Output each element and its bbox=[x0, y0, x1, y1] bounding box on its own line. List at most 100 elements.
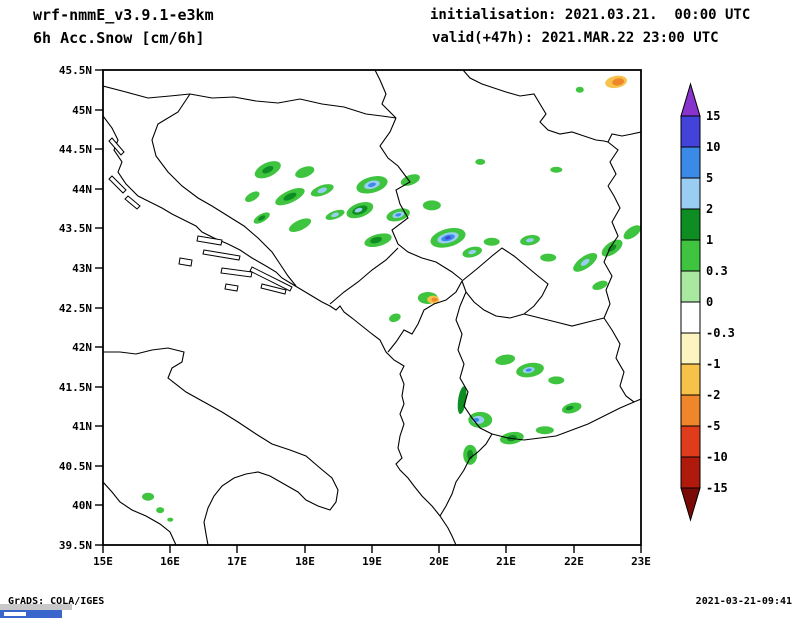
lat-tick-label: 42.5N bbox=[59, 302, 92, 315]
colorbar-label: 0 bbox=[706, 295, 713, 309]
snow-patch bbox=[142, 492, 155, 501]
colorbar bbox=[680, 82, 701, 522]
colorbar-label: -1 bbox=[706, 357, 720, 371]
colorbar-segment bbox=[680, 270, 701, 303]
lat-tick-label: 40N bbox=[72, 499, 92, 512]
lon-tick-label: 16E bbox=[160, 555, 180, 568]
snow-patch bbox=[295, 166, 315, 178]
colorbar-segment bbox=[680, 425, 701, 458]
init-time-label: initialisation: 2021.03.21. 00:00 UTC bbox=[430, 7, 751, 23]
lon-tick-label: 19E bbox=[362, 555, 382, 568]
snow-patch bbox=[475, 158, 486, 165]
colorbar-segment bbox=[680, 332, 701, 365]
snow-patch bbox=[526, 238, 534, 243]
grads-credit: GrADS: COLA/IGES bbox=[8, 596, 105, 607]
snow-patch bbox=[495, 354, 516, 365]
colorbar-segment bbox=[680, 394, 701, 427]
island bbox=[108, 137, 125, 156]
coastline-adriatic-east bbox=[103, 115, 457, 545]
lat-tick-label: 39.5N bbox=[59, 539, 92, 552]
snow-patch bbox=[283, 192, 297, 201]
snow-patch bbox=[245, 191, 260, 202]
island bbox=[260, 283, 287, 295]
colorbar-label: -15 bbox=[706, 481, 728, 495]
snow-patch bbox=[288, 218, 312, 232]
lon-tick-label: 17E bbox=[227, 555, 247, 568]
snow-patch bbox=[370, 236, 382, 244]
lat-tick-label: 40.5N bbox=[59, 460, 92, 473]
snow-patch bbox=[580, 258, 590, 266]
snow-patch bbox=[525, 368, 532, 372]
island bbox=[108, 175, 127, 194]
snow-patch bbox=[535, 426, 554, 435]
border-banat bbox=[462, 70, 609, 143]
coastlines bbox=[103, 115, 457, 545]
plot-frame bbox=[102, 69, 642, 546]
border-kosovo bbox=[461, 247, 549, 319]
lat-tick-label: 41.5N bbox=[59, 381, 92, 394]
valid-time-label: valid(+47h): 2021.MAR.22 23:00 UTC bbox=[432, 30, 719, 46]
border-montenegro-albania bbox=[387, 280, 463, 353]
lat-tick-labels: 45.5N 45N 44.5N 44N 43.5N 43N 42.5N 42N … bbox=[59, 64, 92, 552]
colorbar-label: 0.3 bbox=[706, 264, 728, 278]
snow-patch bbox=[550, 166, 563, 173]
colorbar-label: 15 bbox=[706, 109, 720, 123]
snow-patch bbox=[540, 253, 557, 262]
snow-patch bbox=[612, 78, 625, 86]
border-serbia-macedonia bbox=[523, 313, 605, 327]
snow-patch bbox=[623, 225, 641, 240]
snow-patch bbox=[156, 507, 165, 514]
border-una-croatia-bosnia bbox=[151, 93, 297, 287]
snow-patch bbox=[422, 200, 441, 211]
lat-tick-label: 45.5N bbox=[59, 64, 92, 77]
lon-tick-label: 21E bbox=[496, 555, 516, 568]
border-bosnia-montenegro bbox=[329, 247, 399, 305]
colorbar-segments bbox=[680, 115, 701, 489]
border-albania-east bbox=[439, 291, 493, 517]
colorbar-arrow-up bbox=[680, 82, 701, 117]
colorbar-segment bbox=[680, 115, 701, 148]
border-serbia-bulgaria bbox=[603, 185, 621, 319]
snow-patch bbox=[389, 313, 401, 323]
taskbar-fragment bbox=[0, 610, 62, 618]
taskbar-fragment-glyph bbox=[4, 612, 26, 616]
lon-tick-label: 22E bbox=[564, 555, 584, 568]
lat-tick-label: 45N bbox=[72, 104, 92, 117]
lat-tick-label: 44N bbox=[72, 183, 92, 196]
coastline-italy-adriatic bbox=[103, 347, 339, 545]
border-sava-north bbox=[103, 85, 397, 119]
peljesac-peninsula bbox=[249, 266, 293, 292]
snow-patch bbox=[317, 187, 328, 194]
colorbar-label: 10 bbox=[706, 140, 720, 154]
lon-tick-label: 15E bbox=[93, 555, 113, 568]
lon-ticks bbox=[102, 545, 642, 553]
border-danube-serbia-romania bbox=[607, 131, 641, 187]
field-title: 6h Acc.Snow [cm/6h] bbox=[33, 29, 205, 47]
lon-tick-label: 23E bbox=[631, 555, 651, 568]
snow-patch bbox=[468, 249, 477, 255]
creation-timestamp: 2021-03-21-09:41 bbox=[695, 596, 792, 607]
snow-patch bbox=[445, 236, 451, 240]
colorbar-segment bbox=[680, 146, 701, 179]
colorbar-label: -0.3 bbox=[706, 326, 735, 340]
colorbar-segment bbox=[680, 177, 701, 210]
island bbox=[224, 283, 239, 292]
border-macedonia-bulgaria bbox=[603, 317, 635, 403]
colorbar-label: -2 bbox=[706, 388, 720, 402]
snow-patch bbox=[548, 376, 565, 385]
colorbar-label: 1 bbox=[706, 233, 713, 247]
snow-patches bbox=[142, 75, 641, 522]
snow-patch bbox=[575, 86, 584, 93]
snow-patch bbox=[167, 517, 174, 522]
snow-patch bbox=[607, 244, 617, 252]
colorbar-segment bbox=[680, 208, 701, 241]
lat-ticks bbox=[95, 69, 103, 546]
snow-patch bbox=[331, 212, 339, 218]
border-drina bbox=[379, 117, 463, 281]
snow-patch bbox=[592, 280, 608, 290]
colorbar-segment bbox=[680, 301, 701, 334]
colorbar-label: -10 bbox=[706, 450, 728, 464]
snow-patch bbox=[368, 182, 376, 187]
model-title: wrf-nmmE_v3.9.1-e3km bbox=[33, 6, 214, 24]
lat-tick-label: 41N bbox=[72, 420, 92, 433]
